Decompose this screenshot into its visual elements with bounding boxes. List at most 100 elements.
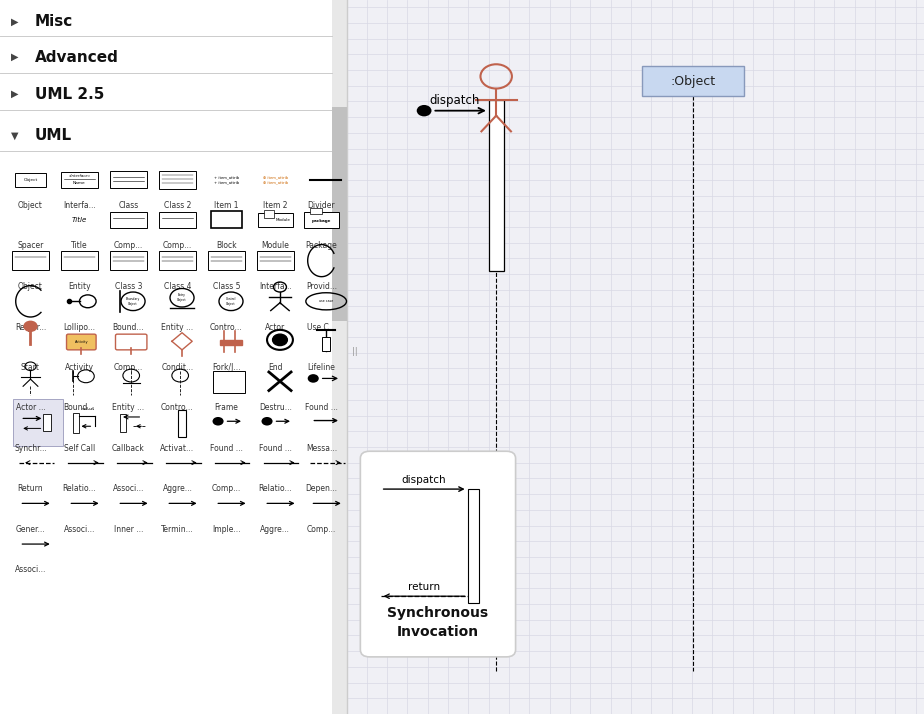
Text: Contro...: Contro... — [161, 403, 194, 413]
Text: Comp...: Comp... — [114, 363, 143, 372]
Text: ▶: ▶ — [11, 89, 18, 99]
Text: Entry
Object: Entry Object — [177, 293, 187, 302]
Bar — [468, 489, 479, 603]
Text: Provid...: Provid... — [306, 282, 337, 291]
Text: Name: Name — [73, 181, 86, 185]
Bar — [258, 213, 293, 227]
Text: Found ...: Found ... — [305, 403, 338, 413]
Text: ▶: ▶ — [11, 16, 18, 26]
Bar — [110, 212, 147, 228]
Bar — [332, 0, 346, 714]
Text: Block: Block — [216, 241, 237, 251]
Text: Lollipo...: Lollipo... — [64, 323, 95, 332]
Text: dispatch: dispatch — [402, 475, 446, 485]
FancyBboxPatch shape — [67, 334, 96, 350]
Text: Found ...: Found ... — [210, 444, 243, 453]
Bar — [110, 171, 147, 188]
Text: Start: Start — [21, 363, 40, 372]
Bar — [159, 251, 196, 270]
Text: Spacer: Spacer — [18, 241, 43, 251]
Text: Entity: Entity — [68, 282, 91, 291]
Text: Package: Package — [306, 241, 337, 251]
Text: Comp...: Comp... — [212, 484, 241, 493]
Text: Comp...: Comp... — [114, 241, 143, 251]
Text: Entity ...: Entity ... — [113, 403, 144, 413]
Text: Boundary
Object: Boundary Object — [126, 297, 140, 306]
Text: use case: use case — [319, 299, 334, 303]
Text: Activity: Activity — [75, 340, 88, 344]
Text: Misc: Misc — [35, 14, 73, 29]
Text: Activity: Activity — [65, 363, 94, 372]
Text: Termin...: Termin... — [161, 525, 194, 534]
Text: Synchronous
Invocation: Synchronous Invocation — [387, 606, 489, 639]
Text: Relatio...: Relatio... — [259, 484, 292, 493]
Text: Class 3: Class 3 — [115, 282, 142, 291]
Bar — [211, 211, 242, 228]
Text: dispatch: dispatch — [430, 94, 480, 107]
Text: Title: Title — [71, 241, 88, 251]
Text: Module: Module — [275, 218, 290, 222]
Circle shape — [273, 334, 287, 346]
Text: Lifeline: Lifeline — [308, 363, 335, 372]
Bar — [43, 414, 51, 431]
Text: Gener...: Gener... — [16, 525, 45, 534]
Text: Interfa...: Interfa... — [259, 282, 292, 291]
Text: Object: Object — [18, 201, 43, 211]
Bar — [61, 172, 98, 188]
Bar — [322, 337, 330, 351]
Text: Fork/J...: Fork/J... — [213, 363, 240, 372]
FancyBboxPatch shape — [360, 451, 516, 657]
Bar — [13, 399, 63, 446]
Text: Bound...: Bound... — [64, 403, 95, 413]
Text: ||: || — [352, 347, 358, 367]
Bar — [73, 413, 79, 433]
Text: Aggre...: Aggre... — [261, 525, 290, 534]
Text: return: return — [408, 582, 440, 592]
Bar — [0, 0, 346, 714]
Text: package: package — [312, 218, 331, 223]
Text: Control
Object: Control Object — [225, 297, 237, 306]
Text: Depen...: Depen... — [306, 484, 337, 493]
Text: Condit...: Condit... — [162, 363, 193, 372]
Text: Class: Class — [118, 201, 139, 211]
Text: Destru...: Destru... — [259, 403, 292, 413]
Text: Callback: Callback — [112, 444, 145, 453]
Text: Class 5: Class 5 — [213, 282, 240, 291]
Text: + item_attrib: + item_attrib — [213, 175, 239, 179]
Text: Inner ...: Inner ... — [114, 525, 143, 534]
Bar — [332, 107, 346, 321]
Text: Item 2: Item 2 — [263, 201, 287, 211]
Bar — [264, 210, 274, 218]
Bar — [304, 212, 339, 228]
Text: :Object: :Object — [671, 75, 715, 88]
Circle shape — [213, 417, 224, 426]
Text: Associ...: Associ... — [15, 565, 46, 575]
Text: End: End — [268, 363, 283, 372]
Text: ⊕ item_attrib: ⊕ item_attrib — [262, 180, 288, 184]
Bar — [213, 371, 245, 393]
Text: Associ...: Associ... — [64, 525, 95, 534]
Text: Class 2: Class 2 — [164, 201, 191, 211]
Text: «Interface»: «Interface» — [68, 174, 91, 178]
Bar — [178, 410, 186, 437]
Text: Synchr...: Synchr... — [14, 444, 47, 453]
Text: Found ...: Found ... — [259, 444, 292, 453]
Text: Associ...: Associ... — [113, 484, 144, 493]
Circle shape — [308, 374, 319, 383]
Text: Divider: Divider — [308, 201, 335, 211]
Bar — [310, 208, 322, 214]
Text: Use C...: Use C... — [307, 323, 336, 332]
FancyBboxPatch shape — [116, 334, 147, 350]
Text: Activat...: Activat... — [161, 444, 194, 453]
Text: Relatio...: Relatio... — [63, 484, 96, 493]
Text: ⊕ item_attrib: ⊕ item_attrib — [262, 175, 288, 179]
Text: Object: Object — [18, 282, 43, 291]
Bar — [61, 251, 98, 270]
Text: UML 2.5: UML 2.5 — [35, 86, 104, 102]
Text: Entity ...: Entity ... — [162, 323, 193, 332]
Text: ▶: ▶ — [11, 52, 18, 62]
Bar — [110, 251, 147, 270]
Bar — [15, 173, 46, 187]
Text: Bound...: Bound... — [113, 323, 144, 332]
Text: self call: self call — [81, 406, 94, 411]
